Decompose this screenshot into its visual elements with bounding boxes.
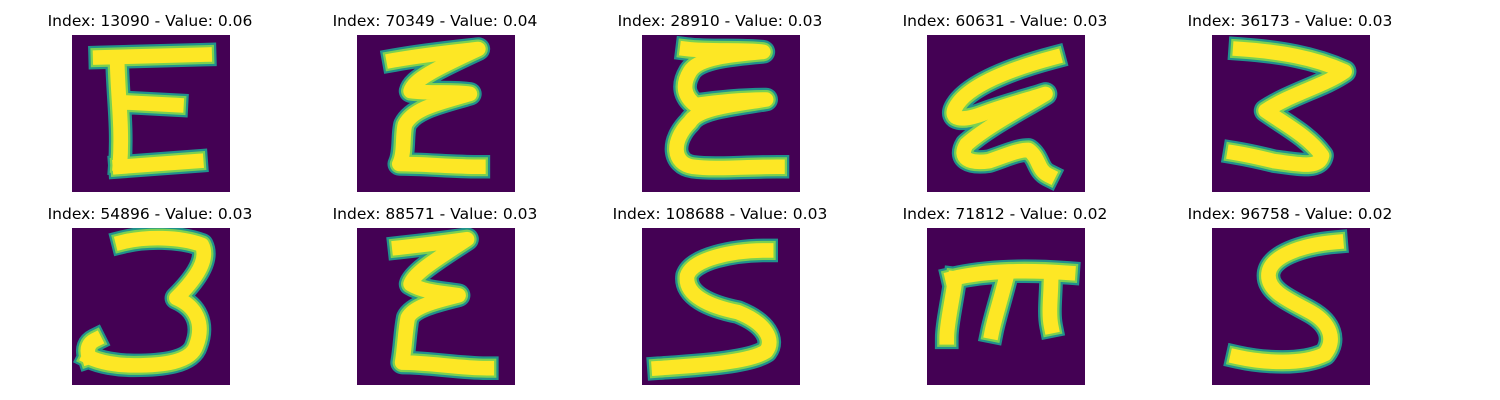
panel-10: Index: 96758 - Value: 0.02 bbox=[1140, 193, 1440, 385]
panel-image bbox=[642, 35, 800, 192]
panel-title: Index: 36173 - Value: 0.03 bbox=[1187, 12, 1393, 30]
panel-9: Index: 71812 - Value: 0.02 bbox=[855, 193, 1155, 385]
panel-title: Index: 54896 - Value: 0.03 bbox=[47, 205, 253, 223]
panel-title: Index: 28910 - Value: 0.03 bbox=[617, 12, 823, 30]
panel-6: Index: 54896 - Value: 0.03 bbox=[0, 193, 300, 385]
panel-image bbox=[642, 228, 800, 385]
glyph-stroke bbox=[939, 263, 1076, 345]
panel-title: Index: 88571 - Value: 0.03 bbox=[332, 205, 538, 223]
panel-8: Index: 108688 - Value: 0.03 bbox=[570, 193, 870, 385]
panel-title: Index: 71812 - Value: 0.02 bbox=[902, 205, 1108, 223]
panel-7: Index: 88571 - Value: 0.03 bbox=[285, 193, 585, 385]
glyph-stroke bbox=[92, 47, 213, 175]
panel-image bbox=[1212, 228, 1370, 385]
panel-image bbox=[357, 228, 515, 385]
glyph-stroke bbox=[651, 243, 777, 376]
glyph-stroke bbox=[385, 41, 486, 175]
panel-image bbox=[927, 35, 1085, 192]
panel-1: Index: 13090 - Value: 0.06 bbox=[0, 0, 300, 192]
panel-image bbox=[72, 35, 230, 192]
glyph-stroke bbox=[79, 230, 211, 373]
panel-4: Index: 60631 - Value: 0.03 bbox=[855, 0, 1155, 192]
glyph-stroke bbox=[946, 48, 1063, 185]
glyph-stroke bbox=[669, 40, 785, 176]
panel-3: Index: 28910 - Value: 0.03 bbox=[570, 0, 870, 192]
panel-title: Index: 108688 - Value: 0.03 bbox=[612, 205, 828, 223]
panel-2: Index: 70349 - Value: 0.04 bbox=[285, 0, 585, 192]
panel-title: Index: 13090 - Value: 0.06 bbox=[47, 12, 253, 30]
glyph-stroke bbox=[391, 231, 495, 376]
glyph-stroke bbox=[1228, 234, 1345, 370]
panel-image bbox=[72, 228, 230, 385]
glyph-stroke bbox=[1226, 41, 1352, 172]
panel-title: Index: 70349 - Value: 0.04 bbox=[332, 12, 538, 30]
panel-image bbox=[1212, 35, 1370, 192]
panel-image bbox=[927, 228, 1085, 385]
panel-5: Index: 36173 - Value: 0.03 bbox=[1140, 0, 1440, 192]
panel-image bbox=[357, 35, 515, 192]
panel-title: Index: 60631 - Value: 0.03 bbox=[902, 12, 1108, 30]
panel-title: Index: 96758 - Value: 0.02 bbox=[1187, 205, 1393, 223]
